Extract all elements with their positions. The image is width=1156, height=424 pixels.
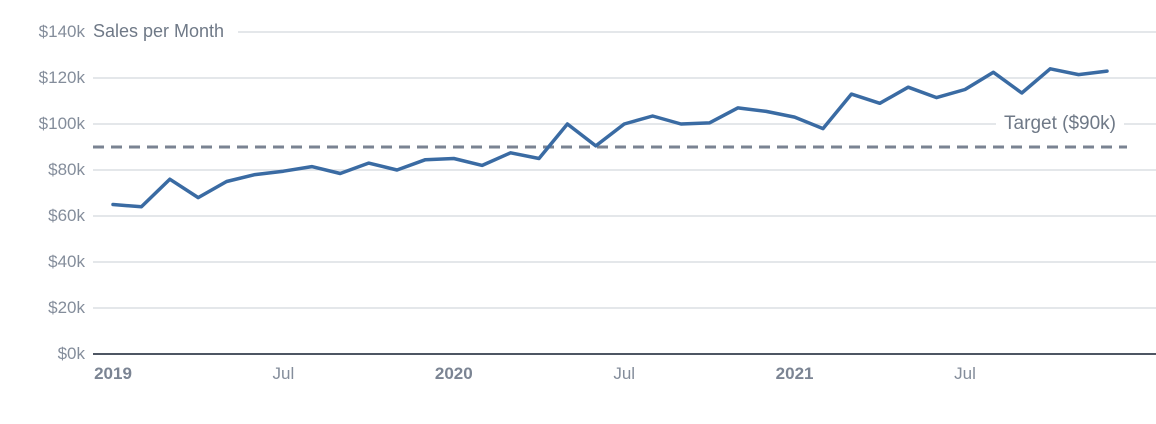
y-tick-$120k: $120k — [38, 68, 85, 87]
x-tick-2019-0: 2019 — [94, 364, 132, 383]
x-tick-2020-12: 2020 — [434, 364, 473, 383]
x-tick-Jul-6: Jul — [272, 364, 295, 383]
sales-series-line — [111, 67, 1109, 209]
x-tick-Jul-18: Jul — [613, 364, 636, 383]
target-line-label: Target ($90k) — [996, 112, 1124, 135]
y-tick-$140k: $140k — [38, 22, 85, 41]
y-tick-$40k: $40k — [48, 252, 85, 271]
x-tick-Jul-30: Jul — [954, 364, 976, 383]
y-tick-$60k: $60k — [48, 206, 85, 225]
y-tick-$0k: $0k — [57, 344, 85, 363]
x-tick-2021-24: 2021 — [775, 364, 814, 383]
y-tick-$20k: $20k — [48, 298, 85, 317]
chart-title: Sales per Month — [93, 20, 239, 42]
y-tick-$100k: $100k — [38, 114, 85, 133]
y-tick-$80k: $80k — [48, 160, 85, 179]
